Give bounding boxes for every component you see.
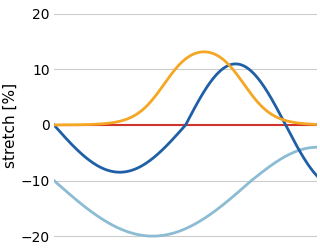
Y-axis label: stretch [%]: stretch [%] xyxy=(3,82,18,168)
